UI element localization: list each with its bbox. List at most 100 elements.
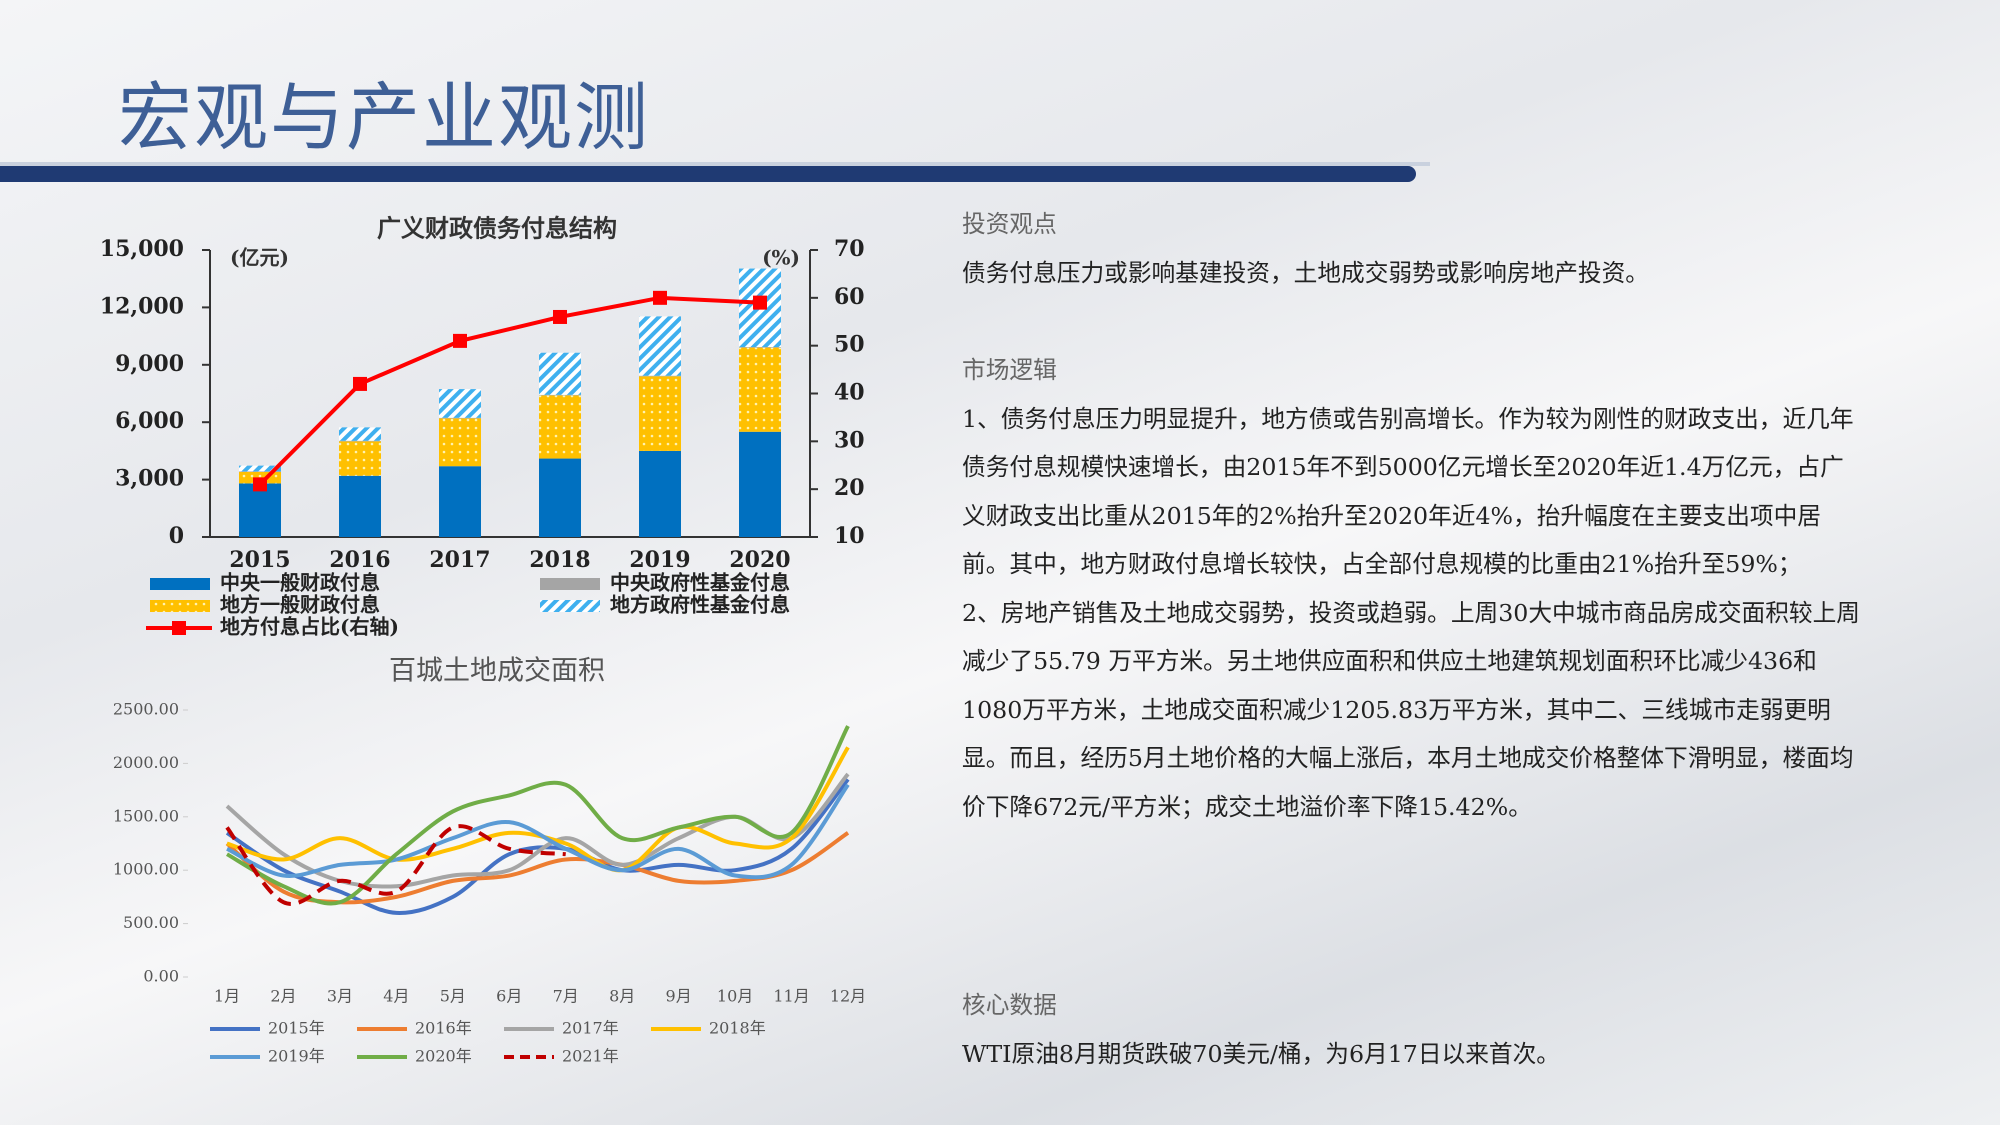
legend-label: 2019年: [268, 1047, 325, 1066]
bar-segment: [339, 475, 381, 537]
chart-title: 广义财政债务付息结构: [377, 214, 617, 243]
y2-tick-label: 30: [834, 427, 865, 453]
legend-label: 2015年: [268, 1019, 325, 1038]
x-tick-label: 12月: [830, 987, 866, 1006]
bar-segment: [339, 441, 381, 476]
line-marker: [453, 333, 467, 348]
legend-label: 2020年: [415, 1047, 472, 1066]
y2-tick-label: 60: [834, 284, 865, 310]
legend-swatch: [150, 600, 210, 612]
y-unit: (亿元): [230, 246, 289, 270]
x-tick-label: 2月: [270, 987, 296, 1006]
line-series: [258, 295, 761, 486]
line-marker: [253, 477, 267, 492]
bar-segment: [239, 483, 281, 537]
x-tick-label: 2020: [729, 547, 790, 573]
y-tick-label: 12,000: [100, 293, 184, 319]
line-marker: [653, 290, 667, 305]
legend-label: 中央一般财政付息: [220, 571, 380, 595]
bar-segment: [739, 347, 781, 348]
y-tick-label: 1500.00: [113, 806, 179, 825]
legend-label: 2021年: [562, 1047, 619, 1066]
legend-label: 地方政府性基金付息: [610, 593, 790, 617]
x-tick-label: 4月: [383, 987, 409, 1006]
legend-label: 2016年: [415, 1019, 472, 1038]
x-tick-label: 3月: [327, 987, 353, 1006]
section-heading: 投资观点: [962, 210, 1057, 238]
paragraph: 2、房地产销售及土地成交弱势，投资或趋弱。上周30大中城市商品房成交面积较上周减…: [962, 598, 1860, 821]
y-tick-label: 0.00: [143, 967, 179, 986]
bar-segment: [539, 395, 581, 459]
y2-unit: (%): [762, 246, 800, 270]
x-tick-label: 2017: [429, 547, 490, 573]
legend-swatch: [150, 578, 210, 590]
line-series: [226, 725, 850, 906]
bar-segment: [639, 450, 681, 537]
x-tick-label: 2018: [529, 547, 590, 573]
x-tick-label: 2016: [329, 547, 390, 573]
bar-segment: [739, 347, 781, 432]
bar-segment: [239, 471, 281, 472]
y2-tick-label: 50: [834, 332, 865, 358]
section: 核心数据 WTI原油8月期货跌破70美元/桶，为6月17日以来首次。: [962, 981, 1862, 1078]
paragraph: 债务付息压力或影响基建投资，土地成交弱势或影响房地产投资。: [962, 258, 1649, 287]
line-marker: [553, 309, 567, 324]
x-tick-label: 8月: [609, 987, 635, 1006]
bar-segment: [439, 417, 481, 419]
y2-tick-label: 10: [834, 523, 865, 549]
bar-segment: [439, 418, 481, 467]
bar-segment: [239, 465, 281, 472]
legend-label: 地方一般财政付息: [220, 593, 380, 617]
bar-segment: [539, 458, 581, 537]
line-series: [225, 778, 850, 915]
section-heading: 核心数据: [962, 991, 1057, 1019]
y-tick-label: 0: [169, 523, 184, 549]
legend-label: 2017年: [562, 1019, 619, 1038]
line-marker: [353, 376, 367, 391]
line-series: [226, 783, 850, 880]
y-tick-label: 15,000: [100, 236, 184, 262]
bar-segment: [339, 440, 381, 442]
line-marker: [753, 295, 767, 310]
bar-segment: [639, 375, 681, 377]
header-stripe: [0, 166, 1416, 182]
x-tick-label: 11月: [773, 987, 809, 1006]
paragraph: 1、债务付息压力明显提升，地方债或告别高增长。作为较为刚性的财政支出，近几年债务…: [962, 404, 1854, 579]
x-tick-label: 1月: [214, 987, 240, 1006]
x-tick-label: 2019: [629, 547, 690, 573]
bar-segment: [439, 389, 481, 418]
y-tick-label: 1000.00: [113, 860, 179, 879]
x-tick-label: 5月: [440, 987, 466, 1006]
y-tick-label: 9,000: [115, 351, 184, 377]
x-tick-label: 10月: [717, 987, 753, 1006]
y-tick-label: 2500.00: [113, 700, 179, 719]
legend-swatch: [540, 600, 600, 612]
legend-label: 中央政府性基金付息: [610, 571, 790, 595]
y-tick-label: 6,000: [115, 408, 184, 434]
legend-label: 地方付息占比(右轴): [220, 615, 399, 639]
y2-tick-label: 40: [834, 380, 865, 406]
bar-segment: [439, 466, 481, 537]
bar-segment: [739, 431, 781, 537]
y-tick-label: 500.00: [123, 913, 179, 932]
chart-title: 百城土地成交面积: [389, 656, 605, 687]
line-series: [225, 824, 566, 906]
bar-segment: [639, 316, 681, 376]
bar-segment: [639, 376, 681, 451]
y-tick-label: 3,000: [115, 466, 184, 492]
bar-segment: [539, 352, 581, 395]
slide-title: 宏观与产业观测: [118, 75, 650, 161]
y2-tick-label: 70: [834, 236, 865, 262]
y-tick-label: 2000.00: [113, 753, 179, 772]
bar-segment: [539, 394, 581, 396]
line-series: [226, 746, 850, 873]
x-tick-label: 9月: [666, 987, 692, 1006]
section: 市场逻辑 1、债务付息压力明显提升，地方债或告别高增长。作为较为刚性的财政支出，…: [962, 346, 1862, 831]
header-stripe-light: [0, 162, 1430, 166]
x-tick-label: 6月: [496, 987, 522, 1006]
legend-marker: [172, 621, 186, 635]
section: 投资观点 债务付息压力或影响基建投资，土地成交弱势或影响房地产投资。: [962, 200, 1862, 297]
paragraph: WTI原油8月期货跌破70美元/桶，为6月17日以来首次。: [962, 1039, 1560, 1068]
legend-label: 2018年: [709, 1019, 766, 1038]
